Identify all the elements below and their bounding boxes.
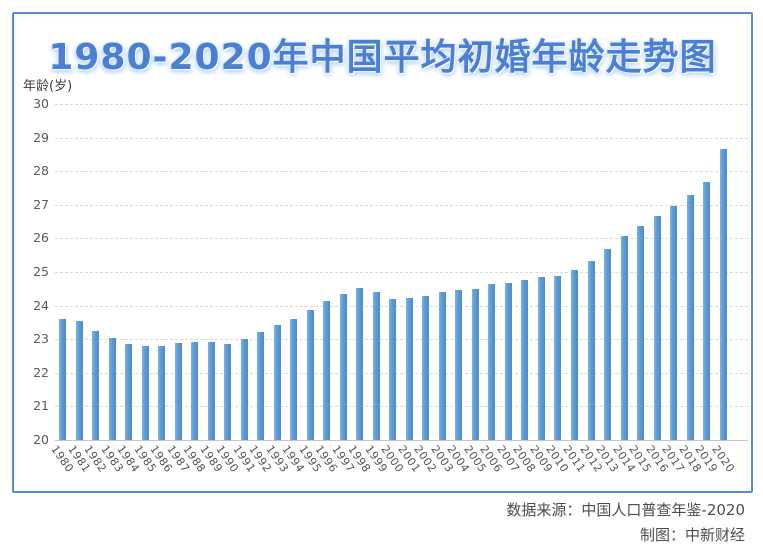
bar-1999: 1999 <box>362 292 390 475</box>
bar-1987: 1987 <box>164 343 192 475</box>
bar-1994: 1994 <box>280 319 307 475</box>
bar-1990: 1990 <box>214 343 241 475</box>
gridline-29 <box>55 137 748 139</box>
bar-1996: 1996 <box>313 301 340 475</box>
bar-2000: 2000 <box>379 298 407 475</box>
bar-2010: 2010 <box>544 275 572 475</box>
bar-2013: 2013 <box>593 248 621 475</box>
bar-1985: 1985 <box>131 345 159 475</box>
bar-1993: 1993 <box>263 325 291 475</box>
bar-1984: 1984 <box>114 344 142 475</box>
bar-2018: 2018 <box>676 195 704 475</box>
footer: 数据来源：中国人口普查年鉴-2020 制图：中新财经 <box>506 498 745 548</box>
bar-1992: 1992 <box>247 332 274 475</box>
gridline-25 <box>55 272 748 273</box>
bar-2003: 2003 <box>428 291 456 475</box>
chart-title: 1980-2020年中国平均初婚年龄走势图 <box>48 37 717 78</box>
bar-1995: 1995 <box>296 309 324 475</box>
bar-1991: 1991 <box>230 339 258 475</box>
bar-2011: 2011 <box>560 269 588 475</box>
bar-1981: 1981 <box>65 321 93 475</box>
bar-1989: 1989 <box>197 342 225 475</box>
bar-1983: 1983 <box>98 337 126 475</box>
y-axis-title: 年龄(岁) <box>23 79 73 94</box>
footer-credit: 制图：中新财经 <box>639 526 745 544</box>
bar-2002: 2002 <box>412 296 440 475</box>
bar-2019: 2019 <box>692 182 720 475</box>
bar-1998: 1998 <box>346 288 373 475</box>
gridline-22 <box>55 372 748 374</box>
bar-2014: 2014 <box>610 236 638 475</box>
y-tick-label-28: 28 <box>33 163 49 179</box>
y-tick-label-25: 25 <box>33 264 49 279</box>
bar-2005: 2005 <box>461 288 489 475</box>
bar-1986: 1986 <box>147 345 175 475</box>
bar-2020: 2020 <box>709 148 737 475</box>
gridline-26 <box>55 238 748 240</box>
plot-area: 20 21 22 23 24 25 26 27 28 29 30 1980 1981 1982 1983 1… <box>33 96 748 475</box>
footer-data-source: 数据来源：中国人口普查年鉴-2020 <box>506 501 745 519</box>
bar-2008: 2008 <box>511 280 539 475</box>
bar-1988: 1988 <box>180 341 208 475</box>
y-tick-label-21: 21 <box>33 398 49 414</box>
y-tick-label-22: 22 <box>33 364 49 380</box>
gridline-27 <box>55 204 748 206</box>
bar-2016: 2016 <box>643 215 671 475</box>
y-tick-label-24: 24 <box>33 297 49 313</box>
bar-2012: 2012 <box>577 261 605 475</box>
bar-1980: 1980 <box>48 319 76 475</box>
chart-card: 1980-2020年中国平均初婚年龄走势图 年龄(岁) 20 21 22 23 24 25… <box>12 12 753 493</box>
gridline-23 <box>55 339 748 341</box>
bar-2017: 2017 <box>659 205 687 475</box>
y-tick-label-23: 23 <box>33 331 49 347</box>
gridline-28 <box>55 171 748 173</box>
y-tick-label-29: 29 <box>33 129 49 145</box>
bar-2009: 2009 <box>527 276 555 475</box>
bar-2007: 2007 <box>494 283 522 475</box>
y-tick-label-20: 20 <box>33 432 49 447</box>
bar-2006: 2006 <box>478 283 506 475</box>
gridline-21 <box>55 406 748 408</box>
bars-container: 1980 1981 1982 1983 1984 1985 1986 1987 1988 1989… <box>48 104 737 475</box>
gridline-24 <box>55 305 748 307</box>
bar-1982: 1982 <box>81 330 109 475</box>
bar-2001: 2001 <box>395 297 423 475</box>
y-tick-label-26: 26 <box>33 230 49 246</box>
bar-2004: 2004 <box>445 290 473 475</box>
y-tick-label-30: 30 <box>33 96 49 111</box>
bar-2015: 2015 <box>626 225 654 475</box>
y-tick-label-27: 27 <box>33 196 49 212</box>
bar-1997: 1997 <box>329 293 357 475</box>
gridline-30 <box>55 104 748 105</box>
gridline-20 <box>55 440 748 441</box>
